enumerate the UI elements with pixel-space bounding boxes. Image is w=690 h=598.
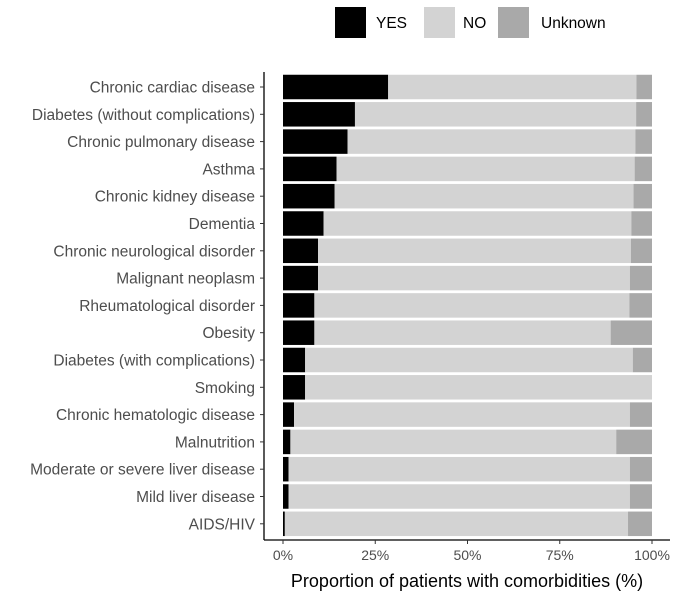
bar-no-10 [305,347,633,373]
y-axis: Chronic cardiac disease Diabetes (without… [30,72,265,540]
x-axis-title: Proportion of patients with comorbiditie… [291,571,643,591]
legend-key-yes [335,7,366,38]
legend-label-yes: YES [376,15,407,32]
bar-no-14 [288,456,630,482]
bar-yes-3 [283,156,337,182]
bar-yes-13 [283,429,291,455]
category-label: Moderate or severe liver disease [30,462,255,479]
bar-no-12 [294,402,630,427]
x-tick-label: 100% [634,547,670,563]
bar-yes-10 [283,347,306,373]
bar-no-8 [314,293,630,318]
category-label: Malnutrition [175,434,255,451]
category-label: Diabetes (with complications) [53,353,255,370]
category-label: Rheumatological disorder [79,298,255,315]
bar-unknown-0 [636,74,652,100]
bar-yes-2 [283,129,348,154]
bar-no-4 [334,183,634,209]
bar-unknown-8 [629,293,652,318]
category-label: Chronic neurological disorder [53,243,255,260]
bar-yes-0 [283,74,389,100]
bar-no-0 [388,74,637,100]
bar-unknown-2 [635,129,652,154]
category-label: Diabetes (without complications) [32,107,255,124]
bar-yes-12 [283,402,295,427]
x-tick-label: 75% [546,547,574,563]
bar-unknown-10 [632,347,652,373]
category-label: Chronic pulmonary disease [67,134,255,151]
bar-no-5 [323,211,632,236]
category-label: Mild liver disease [136,489,255,506]
bar-yes-1 [283,102,355,127]
bar-unknown-4 [633,183,652,209]
category-label: Asthma [202,161,255,178]
category-label: Dementia [189,216,256,233]
bar-unknown-6 [630,238,652,264]
category-label: Obesity [202,325,255,342]
category-label: Smoking [195,380,255,397]
legend-label-no: NO [463,15,486,32]
bar-unknown-13 [616,429,652,455]
bar-yes-14 [283,456,289,482]
bar-no-9 [314,320,611,345]
bar-yes-15 [283,484,289,509]
bar-no-11 [305,375,652,400]
bar-no-15 [288,484,630,509]
bar-no-6 [318,238,631,264]
x-tick-label: 50% [453,547,481,563]
bar-yes-16 [283,511,285,537]
bar-unknown-15 [629,484,652,509]
bar-yes-9 [283,320,315,345]
bar-no-2 [347,129,636,154]
bar-yes-5 [283,211,324,236]
bar-yes-8 [283,293,315,318]
category-label: Chronic kidney disease [95,189,255,206]
bar-no-7 [318,265,630,291]
bar-yes-7 [283,265,319,291]
bar-no-16 [284,511,629,537]
x-tick-label: 25% [361,547,389,563]
x-axis: 0% 25% 50% 75% 100% [264,539,670,563]
bar-unknown-5 [631,211,652,236]
legend-label-unknown: Unknown [541,15,606,32]
bar-no-3 [336,156,635,182]
category-label: Chronic hematologic disease [56,407,255,424]
bar-unknown-14 [629,456,652,482]
legend: YES NO Unknown [335,7,606,38]
bar-unknown-12 [629,402,652,427]
category-label: Chronic cardiac disease [90,80,255,97]
category-label: AIDS/HIV [189,516,256,533]
category-label: Malignant neoplasm [116,271,255,288]
bar-no-13 [290,429,617,455]
bar-yes-4 [283,183,335,209]
legend-key-unknown [498,7,529,38]
bar-unknown-9 [610,320,652,345]
bar-unknown-1 [636,102,652,127]
bar-yes-6 [283,238,319,264]
bar-unknown-3 [634,156,652,182]
x-tick-label: 0% [273,547,293,563]
bar-unknown-7 [629,265,652,291]
bar-no-1 [354,102,637,127]
legend-key-no [424,7,455,38]
bar-yes-11 [283,375,306,400]
bars [283,74,652,537]
bar-unknown-16 [628,511,652,537]
